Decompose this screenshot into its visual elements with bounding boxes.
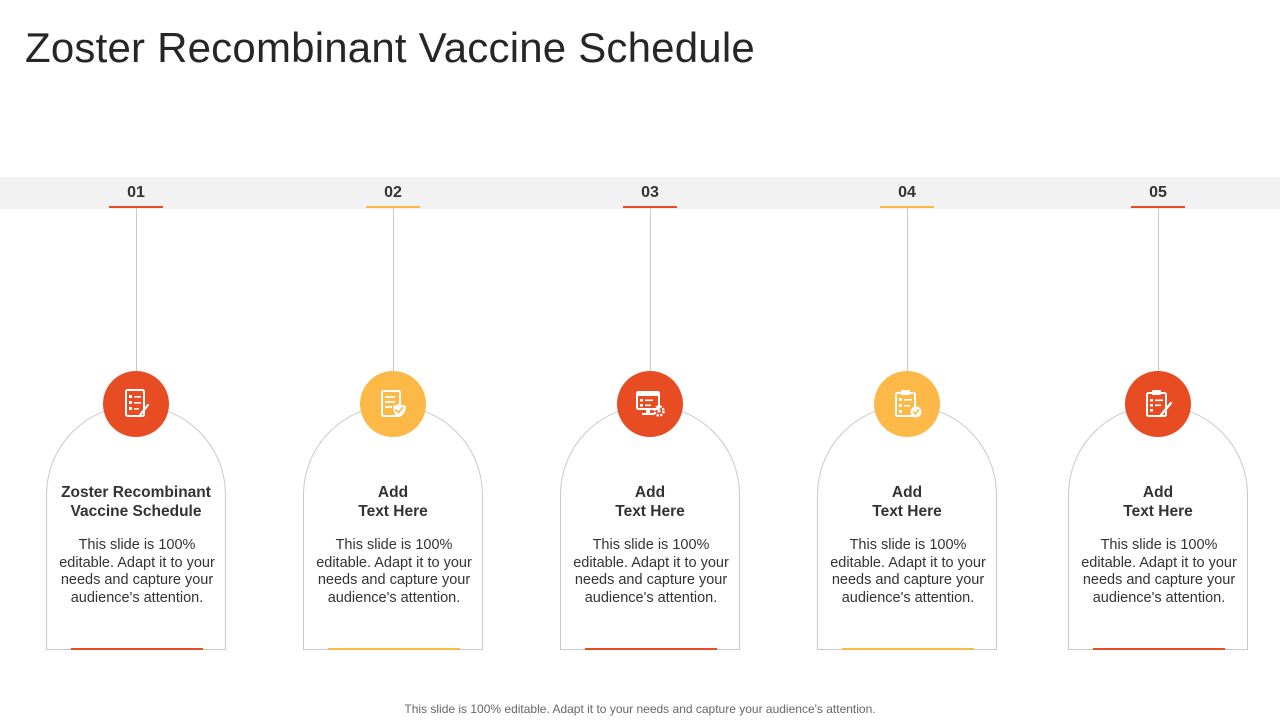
- step-card-accent-bar: [328, 648, 460, 650]
- step-card-accent-bar: [842, 648, 974, 650]
- step-title: Add Text Here: [1123, 484, 1193, 520]
- step-number: 04: [898, 184, 916, 201]
- step-number-underline: [109, 206, 163, 208]
- footer-note: This slide is 100% editable. Adapt it to…: [404, 702, 876, 716]
- step-card-accent-bar: [585, 648, 717, 650]
- monitor-settings-icon: [636, 391, 665, 417]
- step-title: Add Text Here: [358, 484, 428, 520]
- step-icon-circle: [617, 371, 683, 437]
- clipboard-pen-icon: [1146, 390, 1173, 417]
- step-card-accent-bar: [1093, 648, 1225, 650]
- step-description: This slide is 100% editable. Adapt it to…: [59, 537, 215, 606]
- step-description: This slide is 100% editable. Adapt it to…: [316, 537, 472, 606]
- step-number-underline: [623, 206, 677, 208]
- step-icon-circle: [1125, 371, 1191, 437]
- slide-title: Zoster Recombinant Vaccine Schedule: [25, 24, 755, 71]
- step-number: 03: [641, 184, 659, 201]
- step-icon-circle: [360, 371, 426, 437]
- step-connector-line: [649, 208, 651, 372]
- step-number: 02: [384, 184, 402, 201]
- step-icon-circle: [103, 371, 169, 437]
- step-number-underline: [1131, 206, 1185, 208]
- step-number: 05: [1149, 184, 1167, 201]
- step-connector-line: [392, 208, 394, 372]
- step-card: Add Text Here This slide is 100% editabl…: [303, 405, 483, 650]
- step-description: This slide is 100% editable. Adapt it to…: [1081, 537, 1237, 606]
- step-title: Add Text Here: [615, 484, 685, 520]
- step-number-underline: [880, 206, 934, 208]
- step-description: This slide is 100% editable. Adapt it to…: [830, 537, 986, 606]
- step-icon-circle: [874, 371, 940, 437]
- step-card: Add Text Here This slide is 100% editabl…: [1068, 405, 1248, 650]
- step-description: This slide is 100% editable. Adapt it to…: [573, 537, 729, 606]
- step-card: Add Text Here This slide is 100% editabl…: [817, 405, 997, 650]
- step-card: Zoster Recombinant Vaccine Schedule This…: [46, 405, 226, 650]
- step-connector-line: [1157, 208, 1159, 372]
- number-band: [0, 177, 1280, 209]
- step-title: Add Text Here: [872, 484, 942, 520]
- step-title: Zoster Recombinant Vaccine Schedule: [61, 484, 211, 520]
- step-number: 01: [127, 184, 145, 201]
- step-card-accent-bar: [71, 648, 203, 650]
- checklist-icon: [125, 389, 150, 417]
- document-check-icon: [381, 390, 406, 417]
- step-card: Add Text Here This slide is 100% editabl…: [560, 405, 740, 650]
- step-connector-line: [135, 208, 137, 372]
- step-number-underline: [366, 206, 420, 208]
- step-connector-line: [906, 208, 908, 372]
- clipboard-gear-icon: [895, 390, 922, 418]
